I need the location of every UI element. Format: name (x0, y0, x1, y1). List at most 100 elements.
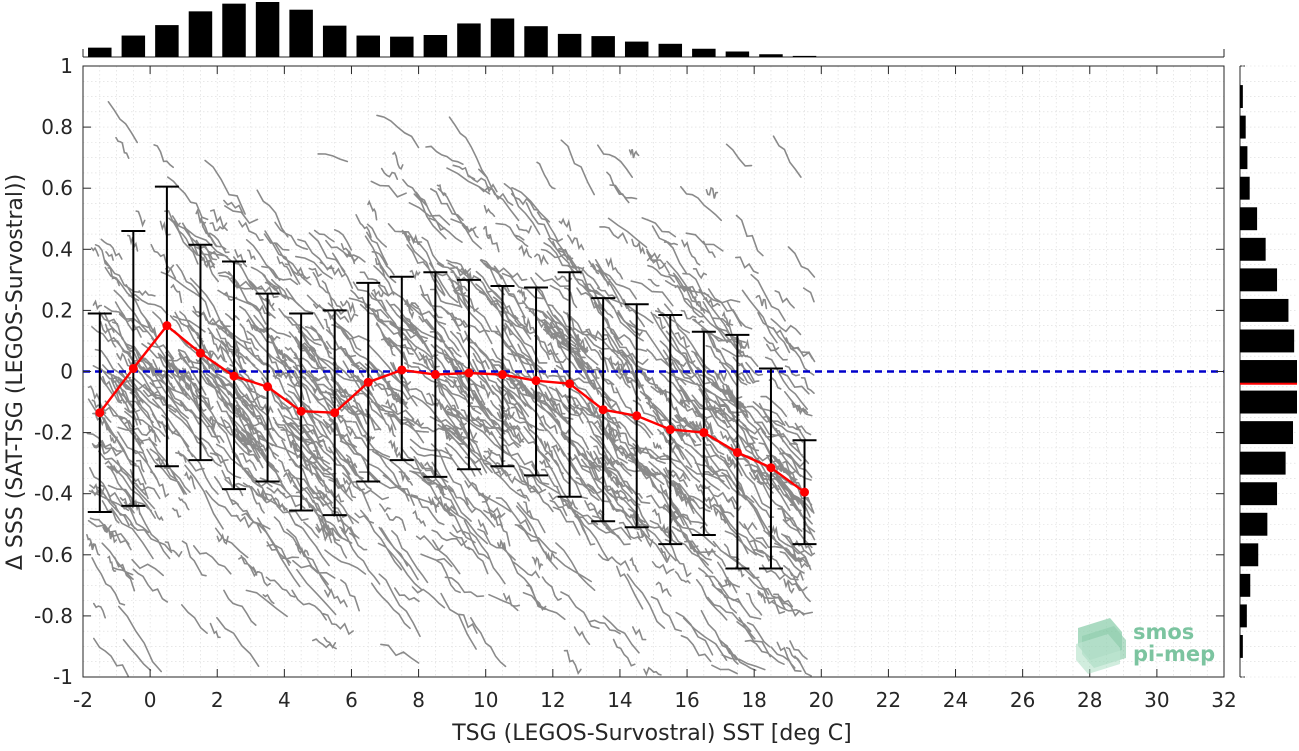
mean-point (195, 348, 205, 358)
mean-point (397, 365, 407, 375)
top-histogram-bar (457, 23, 481, 57)
mean-point (531, 376, 541, 386)
top-histogram-bar (792, 55, 817, 57)
top-histogram-bar (624, 41, 649, 57)
logo-line1: smos (1133, 620, 1194, 644)
mean-point (128, 363, 138, 373)
x-tick-label: 14 (607, 688, 632, 712)
top-histogram-bar (121, 35, 146, 57)
right-histogram-bar (1240, 573, 1251, 597)
mean-point (699, 428, 709, 438)
top-histogram-bar (188, 11, 213, 58)
mean-point (565, 379, 575, 389)
top-histogram-bar (423, 35, 448, 57)
logo-cube-icon (1076, 618, 1126, 674)
mean-point (464, 368, 474, 378)
mean-point (430, 370, 440, 380)
top-histogram-bar (222, 3, 246, 57)
right-histogram-bar (1240, 451, 1286, 475)
x-tick-label: 10 (473, 688, 498, 712)
right-histogram-bar (1240, 268, 1278, 292)
mean-point (598, 405, 608, 415)
y-tick-label: -0.8 (34, 604, 73, 628)
top-histogram-bar (658, 43, 683, 57)
right-histogram-bar (1240, 421, 1294, 445)
y-tick-label: 0.4 (41, 237, 73, 261)
y-axis-label: Δ SSS (SAT-TSG (LEGOS-Survostral)) (3, 174, 28, 570)
right-histogram-bar (1240, 543, 1259, 567)
right-histogram-bar (1240, 390, 1297, 414)
top-histogram-bar (322, 25, 347, 57)
top-histogram-bar (490, 18, 515, 57)
mean-point (263, 382, 273, 392)
top-histogram-bar (725, 51, 750, 57)
mean-point (732, 447, 742, 457)
y-tick-label: -1 (53, 665, 73, 689)
top-histogram-bar (289, 9, 313, 57)
x-axis-label: TSG (LEGOS-Survostral) SST [deg C] (451, 721, 852, 746)
x-tick-label: 12 (540, 688, 565, 712)
mean-point (497, 370, 507, 380)
x-tick-label: 0 (144, 688, 157, 712)
x-tick-label: -2 (73, 688, 93, 712)
right-histogram-bar (1240, 207, 1258, 231)
right-histogram-bar (1240, 237, 1266, 261)
mean-point (665, 425, 675, 435)
right-histogram-bar (1240, 329, 1295, 353)
top-histogram-bar (88, 47, 112, 57)
x-tick-label: 22 (876, 688, 901, 712)
right-histogram-bar (1240, 634, 1243, 658)
mean-point (95, 408, 105, 418)
top-histogram (82, 2, 1225, 58)
stats-layer (83, 185, 1224, 570)
mean-point (632, 411, 642, 421)
axes-layer: -2 0 2 4 6 8 10 12 14 16 18 20 22 24 26 28 30 32-1-0.8-0.… (34, 54, 1237, 712)
right-histogram-bar (1240, 176, 1250, 200)
top-histogram-bar (591, 36, 615, 57)
x-tick-label: 16 (674, 688, 699, 712)
right-histogram-bar (1240, 604, 1247, 628)
top-histogram-bar (692, 48, 716, 57)
y-tick-label: -0.2 (34, 421, 73, 445)
x-tick-label: 2 (211, 688, 224, 712)
x-tick-label: 4 (278, 688, 291, 712)
logo-line2: pi-mep (1133, 642, 1215, 666)
top-histogram-bar (155, 25, 179, 57)
x-tick-label: 6 (345, 688, 358, 712)
right-histogram-bar (1240, 298, 1289, 322)
mean-point (229, 371, 239, 381)
right-histogram-bar (1240, 512, 1268, 536)
right-histogram (1239, 65, 1297, 678)
right-histogram-bar (1240, 85, 1243, 109)
mean-point (363, 377, 373, 387)
y-tick-label: 0 (60, 360, 73, 384)
right-histogram-bar (1240, 360, 1297, 383)
right-histogram-bar (1240, 115, 1246, 139)
right-histogram-bar (1240, 482, 1278, 506)
x-tick-label: 24 (943, 688, 968, 712)
smos-pi-mep-logo: smos pi-mep (1076, 618, 1215, 674)
top-histogram-bar (356, 35, 380, 57)
x-tick-label: 20 (809, 688, 834, 712)
y-tick-label: 0.2 (41, 298, 73, 322)
top-histogram-bar (524, 26, 548, 57)
y-tick-label: 0.6 (41, 176, 73, 200)
top-histogram-bar (557, 33, 582, 57)
y-tick-label: 1 (60, 54, 73, 78)
x-tick-label: 30 (1144, 688, 1169, 712)
x-tick-label: 28 (1077, 688, 1102, 712)
x-tick-label: 26 (1010, 688, 1035, 712)
x-tick-label: 18 (741, 688, 766, 712)
mean-point (330, 408, 340, 418)
mean-point (162, 321, 172, 331)
y-tick-label: -0.6 (34, 543, 73, 567)
x-tick-label: 8 (412, 688, 425, 712)
y-tick-label: -0.4 (34, 482, 73, 506)
top-histogram-bar (759, 54, 783, 57)
x-tick-label: 32 (1211, 688, 1236, 712)
mean-point (800, 487, 810, 497)
top-histogram-bar (390, 36, 414, 57)
mean-line (98, 323, 806, 494)
